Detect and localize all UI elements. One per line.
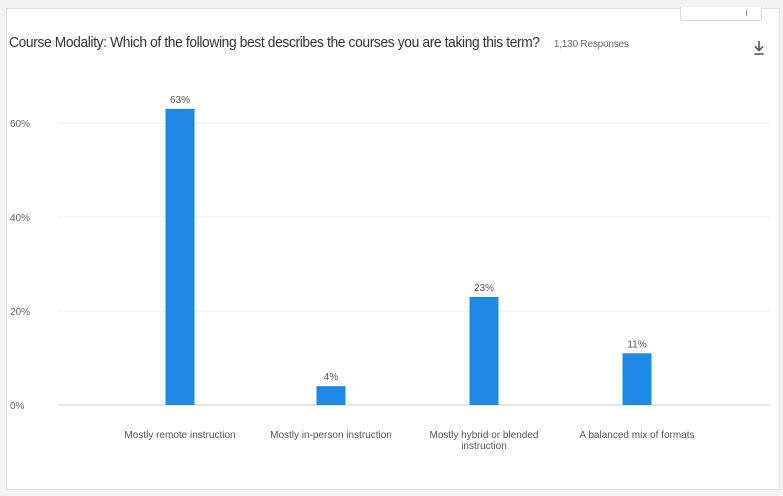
- bar-value-label: 11%: [627, 339, 646, 350]
- y-axis-ticks: 0% 20% 40% 60%: [10, 119, 30, 412]
- chart-card: [6, 7, 780, 490]
- y-tick-label: 20%: [10, 307, 30, 318]
- bar[interactable]: [469, 296, 499, 405]
- x-axis-labels: Mostly remote instruction Mostly in-perso…: [124, 430, 694, 452]
- category-label: Mostly in-person instruction: [270, 430, 392, 441]
- tab-mark: [746, 10, 747, 16]
- bar-value-label: 4%: [324, 372, 339, 383]
- download-icon[interactable]: [753, 40, 765, 56]
- data-labels: 63% 4% 23% 11%: [170, 95, 647, 383]
- y-tick-label: 40%: [10, 213, 30, 224]
- collapsed-tab[interactable]: [680, 7, 762, 21]
- bar[interactable]: [165, 108, 195, 406]
- bar[interactable]: [622, 353, 652, 405]
- chart-title: Course Modality: Which of the following …: [9, 34, 540, 51]
- response-count: 1,130 Responses: [553, 39, 629, 50]
- y-tick-label: 60%: [10, 119, 30, 130]
- chart-header: Course Modality: Which of the following …: [9, 34, 743, 51]
- bar-value-label: 63%: [170, 95, 190, 106]
- y-tick-label: 0%: [10, 401, 25, 412]
- category-label: Mostly hybrid or blended: [430, 430, 539, 441]
- bars: [165, 108, 652, 406]
- category-label: instruction: [461, 441, 507, 452]
- category-label: Mostly remote instruction: [124, 430, 235, 441]
- bar-value-label: 23%: [474, 283, 494, 294]
- gridlines: [58, 122, 770, 406]
- bar[interactable]: [316, 386, 346, 405]
- category-label: A balanced mix of formats: [579, 430, 694, 441]
